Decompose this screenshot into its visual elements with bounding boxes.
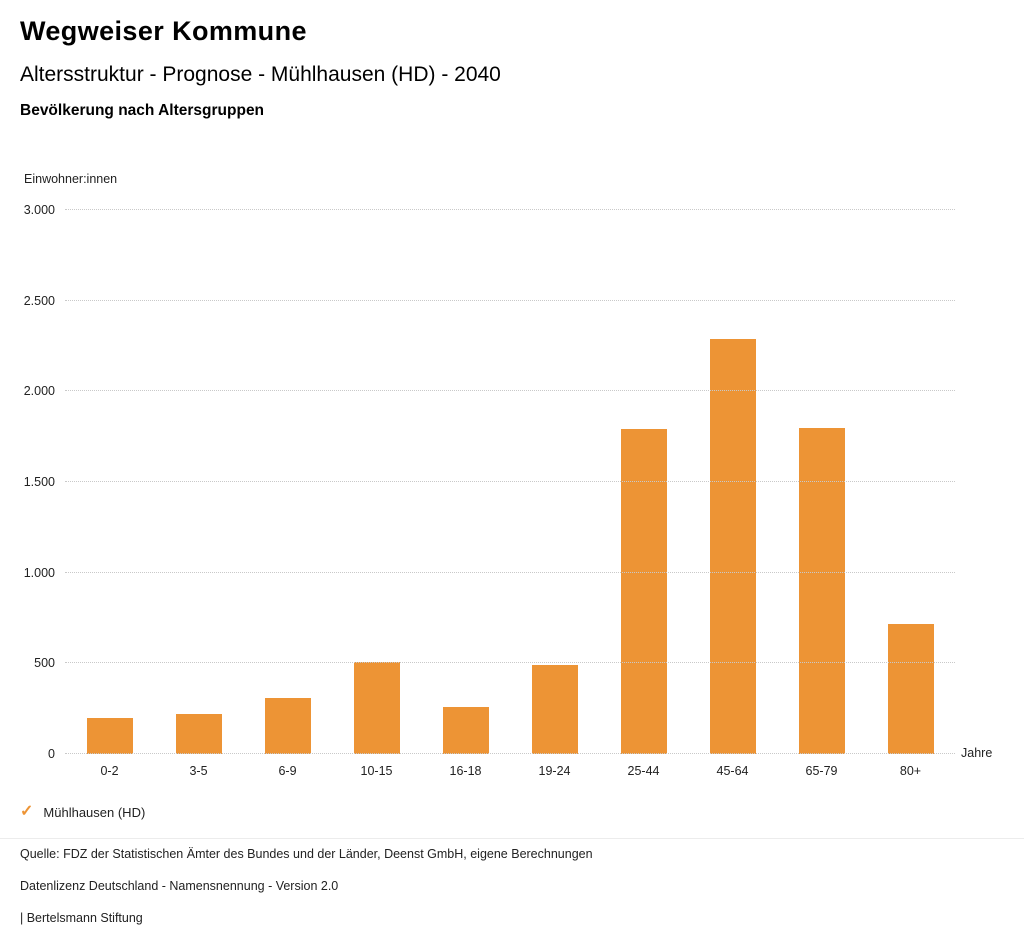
- bar-65-79[interactable]: [798, 427, 845, 754]
- bar-6-9[interactable]: [264, 697, 311, 754]
- x-tick-label: 25-44: [627, 764, 660, 778]
- gridline: [65, 753, 955, 754]
- bar-45-64[interactable]: [709, 338, 756, 754]
- y-tick-label: 0: [48, 747, 55, 761]
- legend-label: Mühlhausen (HD): [43, 804, 146, 820]
- bar-80+[interactable]: [887, 624, 934, 754]
- y-axis-unit-label: Einwohner:innen: [24, 172, 118, 186]
- x-tick-label: 65-79: [805, 764, 838, 778]
- bar-16-18[interactable]: [442, 706, 489, 754]
- page-title: Wegweiser Kommune: [20, 16, 307, 46]
- y-tick-label: 1.500: [23, 475, 55, 489]
- page-header: Wegweiser Kommune Altersstruktur - Progn…: [20, 16, 1004, 120]
- license-text: Datenlizenz Deutschland - Namensnennung …: [20, 879, 339, 893]
- bar-19-24[interactable]: [531, 665, 578, 754]
- gridline: [65, 481, 955, 482]
- x-tick-label: 19-24: [538, 764, 571, 778]
- check-icon: ✓: [20, 803, 34, 820]
- x-axis-labels: 0-2 3-5 6-9 10-15 16-18 19-24 25-44 45-64 65-79 8…: [65, 764, 955, 778]
- bar-slot: [777, 210, 866, 754]
- bar-slot: [421, 210, 510, 754]
- bar-slot: [243, 210, 332, 754]
- bar-slot: [332, 210, 421, 754]
- footer: Quelle: FDZ der Statistischen Ämter des …: [0, 838, 1024, 925]
- gridline: [65, 390, 955, 392]
- x-tick-label: 45-64: [716, 764, 749, 778]
- y-tick-label: 1.000: [23, 565, 55, 580]
- page-subtitle: Altersstruktur - Prognose - Mühlhausen (…: [20, 63, 501, 86]
- gridline: [65, 299, 955, 301]
- bar-0-2[interactable]: [86, 717, 133, 754]
- source-text: Quelle: FDZ der Statistischen Ämter des …: [20, 847, 593, 861]
- bar-slot: [154, 210, 243, 754]
- bar-slot: [599, 210, 688, 754]
- y-tick-label: 2.000: [23, 384, 55, 399]
- x-tick-label: 16-18: [449, 764, 482, 778]
- bar-3-5[interactable]: [175, 714, 222, 754]
- y-tick-label: 2.500: [23, 293, 55, 308]
- gridline: [65, 571, 955, 573]
- bar-slot: [866, 210, 955, 754]
- y-tick-label: 3.000: [23, 203, 55, 217]
- x-tick-label: 10-15: [360, 764, 393, 778]
- y-tick-label: 500: [34, 656, 55, 671]
- legend-item-muehlhausen[interactable]: ✓ Mühlhausen (HD): [20, 804, 145, 820]
- bar-slot: [510, 210, 599, 754]
- bar-slot: [65, 210, 154, 754]
- attribution-text: | Bertelsmann Stiftung: [20, 911, 143, 925]
- plot-area: 0 500 1.000 1.500 2.000 2.500 3.000: [24, 203, 955, 761]
- bar-25-44[interactable]: [620, 429, 667, 754]
- x-tick-label: 6-9: [278, 764, 297, 778]
- chart-title: Bevölkerung nach Altersgruppen: [20, 102, 265, 119]
- x-tick-label: 3-5: [189, 764, 208, 778]
- bar-10-15[interactable]: [353, 661, 400, 754]
- x-axis-unit-label: Jahre: [961, 746, 993, 760]
- bar-slot: [688, 210, 777, 754]
- bars-container: [65, 210, 955, 754]
- x-tick-label: 80+: [899, 764, 922, 778]
- gridline: [65, 209, 955, 210]
- gridline: [65, 662, 955, 664]
- x-tick-label: 0-2: [100, 764, 119, 778]
